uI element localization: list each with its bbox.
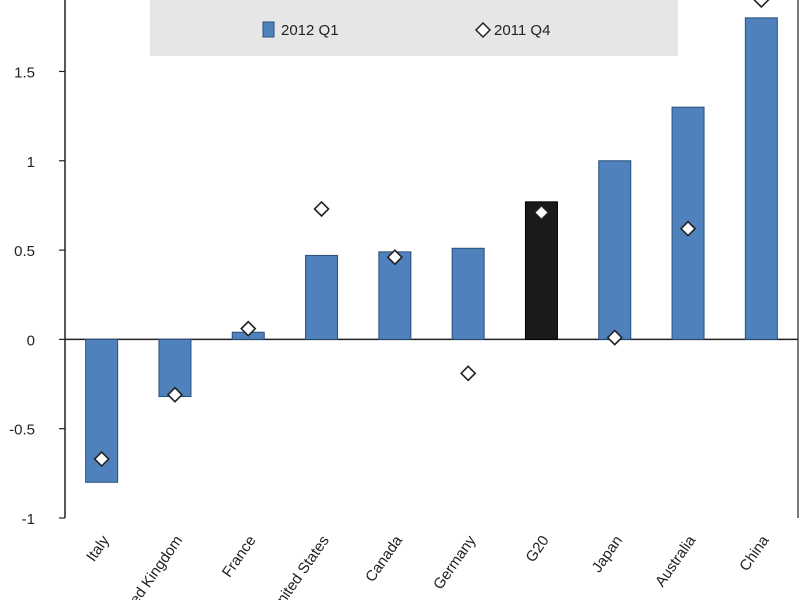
marker-point: [460, 365, 477, 382]
x-tick-label: Italy: [83, 532, 113, 565]
x-tick-label: Australia: [652, 532, 700, 590]
bar: [378, 251, 412, 340]
marker-point: [386, 249, 403, 266]
marker-point: [679, 220, 697, 237]
y-tick-label: 1: [27, 154, 35, 171]
x-tick-label: United States: [267, 533, 333, 600]
legend-label-markers: 2011 Q4: [494, 22, 550, 39]
y-tick-label: 0: [27, 332, 35, 349]
legend-box: [150, 0, 678, 56]
bar: [598, 160, 632, 340]
marker-point: [166, 386, 184, 403]
marker-point: [93, 450, 110, 468]
markers: [93, 0, 770, 468]
legend-label-bars: 2012 Q1: [281, 22, 339, 39]
x-tick-label: Germany: [430, 532, 480, 593]
bar: [744, 17, 778, 340]
x-tick-label: France: [219, 533, 260, 581]
y-tick-label: 0.5: [14, 243, 35, 260]
x-tick-label: Japan: [589, 533, 626, 576]
legend: 2012 Q1 2011 Q4: [150, 0, 678, 56]
y-ticks: -1 -0.5 0 0.5 1 1.5: [9, 64, 65, 528]
marker-point: [753, 0, 770, 9]
x-tick-label: United Kingdom: [111, 533, 186, 600]
y-tick-label: -1: [22, 511, 35, 528]
y-tick-label: 1.5: [14, 64, 35, 81]
marker-point: [313, 200, 330, 218]
bar: [305, 254, 339, 340]
y-tick-label: -0.5: [9, 422, 35, 439]
bar: [524, 201, 558, 340]
bars: [85, 17, 778, 483]
bar: [451, 247, 485, 340]
marker-point: [533, 204, 550, 221]
x-tick-label: Canada: [362, 532, 406, 585]
marker-point: [606, 329, 623, 346]
x-tick-label: G20: [523, 533, 553, 566]
x-tick-label: China: [736, 532, 773, 574]
legend-swatch-marker: [474, 21, 492, 39]
legend-swatch-bar: [262, 21, 275, 38]
marker-point: [240, 320, 257, 337]
